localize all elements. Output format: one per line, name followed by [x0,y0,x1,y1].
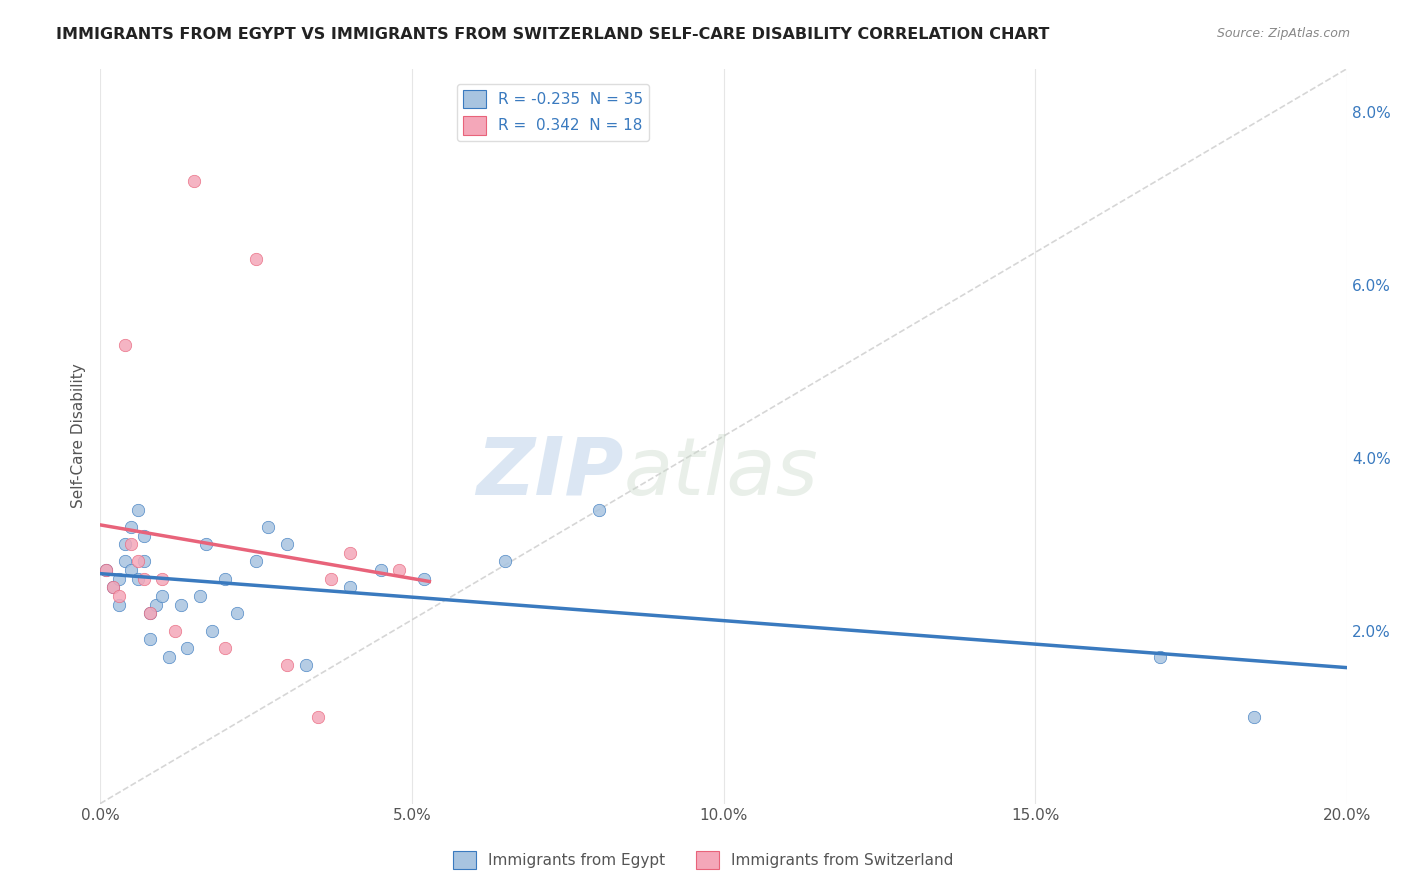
Legend: R = -0.235  N = 35, R =  0.342  N = 18: R = -0.235 N = 35, R = 0.342 N = 18 [457,84,650,141]
Point [188,589,211,603]
Text: atlas: atlas [624,434,818,512]
Point [276,537,298,551]
Point [183,174,205,188]
Point [132,554,155,568]
Point [145,598,167,612]
Point [139,607,162,621]
Point [139,607,162,621]
Y-axis label: Self-Care Disability: Self-Care Disability [72,364,86,508]
Point [127,554,149,568]
Point [157,649,180,664]
Point [245,554,267,568]
Point [96,563,118,577]
Point [152,572,174,586]
Point [319,572,342,586]
Point [1243,710,1265,724]
Point [120,537,142,551]
Point [139,632,162,647]
Point [114,537,136,551]
Point [152,589,174,603]
Point [226,607,249,621]
Point [214,640,236,655]
Legend: Immigrants from Egypt, Immigrants from Switzerland: Immigrants from Egypt, Immigrants from S… [447,845,959,875]
Point [101,581,124,595]
Text: Source: ZipAtlas.com: Source: ZipAtlas.com [1216,27,1350,40]
Point [120,520,142,534]
Point [413,572,436,586]
Point [120,563,142,577]
Point [201,624,224,638]
Point [96,563,118,577]
Point [170,598,193,612]
Point [339,581,361,595]
Point [108,589,131,603]
Point [127,572,149,586]
Point [339,546,361,560]
Point [132,572,155,586]
Text: ZIP: ZIP [477,434,624,512]
Point [1149,649,1171,664]
Point [163,624,186,638]
Text: IMMIGRANTS FROM EGYPT VS IMMIGRANTS FROM SWITZERLAND SELF-CARE DISABILITY CORREL: IMMIGRANTS FROM EGYPT VS IMMIGRANTS FROM… [56,27,1050,42]
Point [176,640,198,655]
Point [370,563,392,577]
Point [245,252,267,266]
Point [108,572,131,586]
Point [276,658,298,673]
Point [494,554,516,568]
Point [588,502,610,516]
Point [257,520,280,534]
Point [195,537,218,551]
Point [101,581,124,595]
Point [307,710,329,724]
Point [132,528,155,542]
Point [127,502,149,516]
Point [108,598,131,612]
Point [114,554,136,568]
Point [214,572,236,586]
Point [114,338,136,352]
Point [295,658,318,673]
Point [388,563,411,577]
